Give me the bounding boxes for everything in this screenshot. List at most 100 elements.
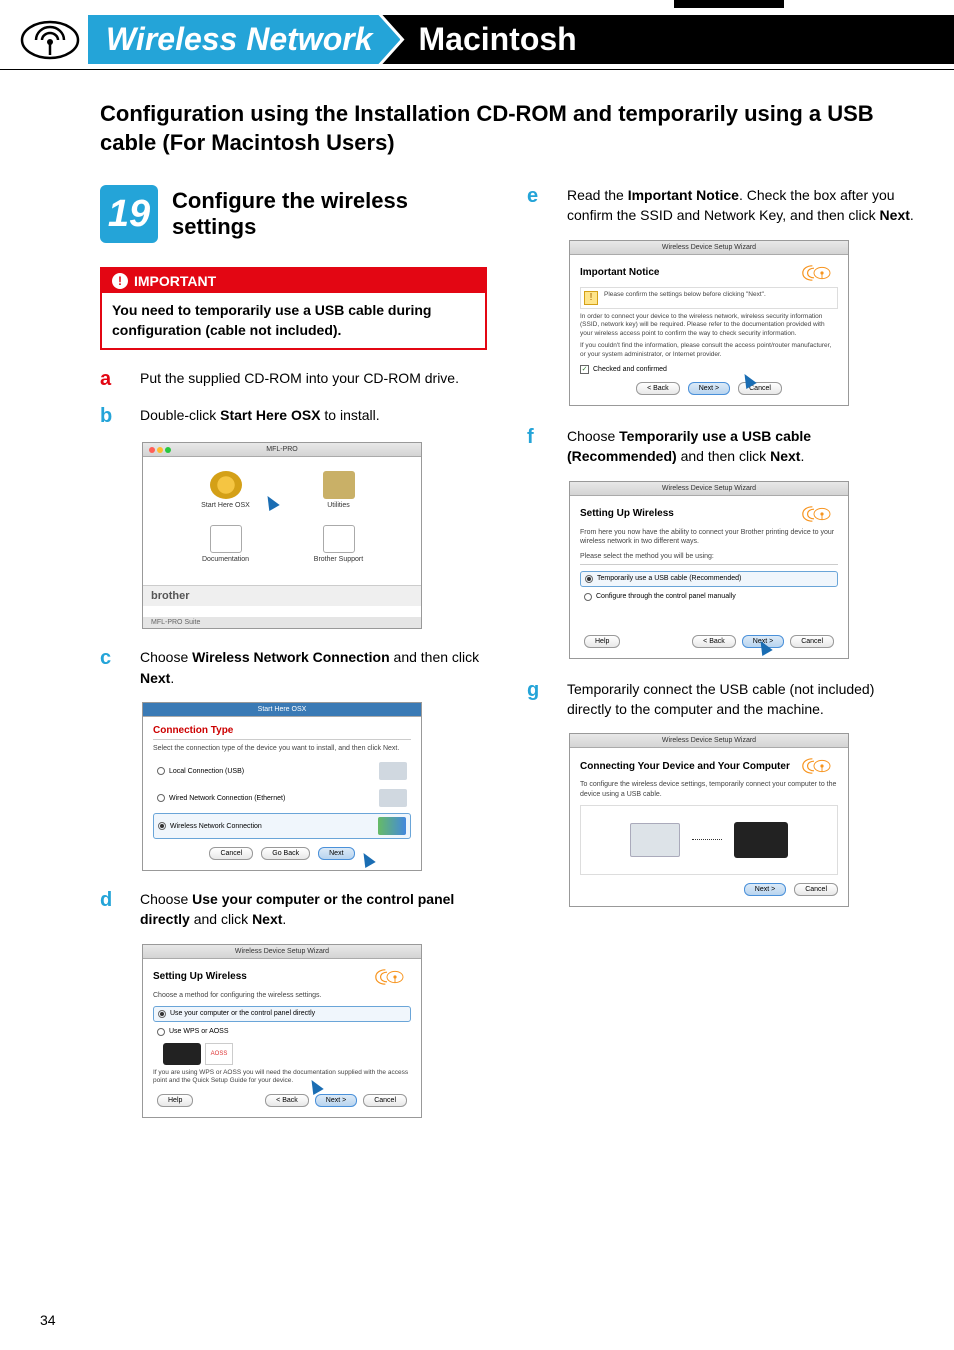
back-button[interactable]: Go Back (261, 847, 310, 860)
dialog-titlebar: Wireless Device Setup Wizard (570, 241, 848, 255)
confirm-checkbox[interactable]: ✓ (580, 365, 589, 374)
finder-item: Utilities (286, 471, 391, 517)
wifi-logo-icon (798, 263, 838, 283)
usb-wire-icon (692, 839, 722, 840)
radio-option: Configure through the control panel manu… (580, 590, 838, 604)
wifi-logo-icon (371, 967, 411, 987)
cancel-button[interactable]: Cancel (363, 1094, 407, 1107)
section-title: Configuration using the Installation CD-… (100, 100, 914, 157)
wifi-icon (20, 19, 80, 61)
dialog-subtitle: Choose a method for configuring the wire… (153, 991, 411, 1000)
back-button[interactable]: < Back (692, 635, 736, 648)
substep-b: b Double-click Start Here OSX to install… (100, 405, 487, 428)
dialog-titlebar: Start Here OSX (143, 703, 421, 717)
dialog-heading: Setting Up Wireless (153, 967, 411, 987)
next-button[interactable]: Next > (688, 382, 730, 395)
step-header: 19 Configure the wireless settings (100, 185, 487, 243)
substep-d: d Choose Use your computer or the contro… (100, 889, 487, 930)
dialog-heading: Important Notice (580, 263, 838, 283)
right-column: e Read the Important Notice. Check the b… (527, 185, 914, 1135)
step-title: Configure the wireless settings (172, 188, 487, 241)
substep-text: Choose Use your computer or the control … (140, 889, 487, 930)
important-box: ! IMPORTANT You need to temporarily use … (100, 267, 487, 350)
wps-setup-icon (163, 1043, 201, 1065)
help-button[interactable]: Help (157, 1094, 193, 1107)
dialog-titlebar: Wireless Device Setup Wizard (570, 482, 848, 496)
substep-letter: f (527, 426, 545, 449)
printer-icon (734, 822, 788, 858)
dialog-subtitle: From here you now have the ability to co… (580, 528, 838, 546)
laptop-icon (630, 823, 680, 857)
substep-letter: c (100, 647, 118, 670)
radio-option-selected: Temporarily use a USB cable (Recommended… (580, 571, 838, 587)
important-body: You need to temporarily use a USB cable … (102, 293, 485, 348)
page-header: Wireless Network Macintosh (0, 0, 954, 70)
substep-text: Put the supplied CD-ROM into your CD-ROM… (140, 368, 487, 388)
dialog-heading: Connection Type (153, 725, 411, 740)
back-button[interactable]: < Back (636, 382, 680, 395)
brother-label: brother (143, 585, 421, 606)
cancel-button[interactable]: Cancel (794, 883, 838, 896)
substep-text: Choose Temporarily use a USB cable (Reco… (567, 426, 914, 467)
important-label: IMPORTANT (134, 273, 216, 289)
help-button[interactable]: Help (584, 635, 620, 648)
radio-option-selected: Wireless Network Connection (153, 813, 411, 839)
step-number: 19 (100, 185, 158, 243)
finder-sublabel: MFL-PRO Suite (143, 617, 421, 628)
header-title-macintosh: Macintosh (382, 15, 954, 64)
dialog-subtitle2: Please select the method you will be usi… (580, 552, 838, 565)
wifi-logo-icon (798, 756, 838, 776)
page-number: 34 (40, 1312, 56, 1328)
dialog-titlebar: Wireless Device Setup Wizard (143, 945, 421, 959)
header-title-wireless: Wireless Network (88, 15, 400, 64)
screenshot-setting-up-wireless: Wireless Device Setup Wizard Setting Up … (142, 944, 422, 1118)
screenshot-finder: MFL-PRO Start Here OSX Utilities Documen… (142, 442, 422, 629)
next-button[interactable]: Next > (315, 1094, 357, 1107)
screenshot-important-notice: Wireless Device Setup Wizard Important N… (569, 240, 849, 406)
substep-text: Read the Important Notice. Check the box… (567, 185, 914, 226)
two-columns: 19 Configure the wireless settings ! IMP… (100, 185, 914, 1135)
left-column: 19 Configure the wireless settings ! IMP… (100, 185, 487, 1135)
finder-titlebar: MFL-PRO (143, 443, 421, 457)
finder-item: Brother Support (286, 525, 391, 571)
substep-letter: d (100, 889, 118, 912)
radio-option: Use WPS or AOSS (153, 1025, 411, 1039)
substep-letter: a (100, 368, 118, 391)
next-button[interactable]: Next (318, 847, 354, 860)
cancel-button[interactable]: Cancel (209, 847, 253, 860)
aoss-icon: AOSS (205, 1043, 233, 1065)
substep-letter: e (527, 185, 545, 208)
substep-e: e Read the Important Notice. Check the b… (527, 185, 914, 226)
wifi-logo-icon (798, 504, 838, 524)
screenshot-connection-type: Start Here OSX Connection Type Select th… (142, 702, 422, 871)
important-icon: ! (112, 273, 128, 289)
substep-text: Choose Wireless Network Connection and t… (140, 647, 487, 688)
finder-item: Documentation (173, 525, 278, 571)
substep-f: f Choose Temporarily use a USB cable (Re… (527, 426, 914, 467)
substep-letter: b (100, 405, 118, 428)
connection-illustration (580, 805, 838, 875)
warning-icon: ! (584, 291, 598, 305)
back-button[interactable]: < Back (265, 1094, 309, 1107)
dialog-subtitle: Select the connection type of the device… (153, 744, 411, 753)
screenshot-connecting-device: Wireless Device Setup Wizard Connecting … (569, 733, 849, 906)
finder-item: Start Here OSX (173, 471, 278, 517)
notice-text: If you couldn't find the information, pl… (580, 342, 838, 359)
cancel-button[interactable]: Cancel (790, 635, 834, 648)
page-content: Configuration using the Installation CD-… (0, 70, 954, 1136)
important-header: ! IMPORTANT (102, 269, 485, 293)
dialog-heading: Setting Up Wireless (580, 504, 838, 524)
substep-text: Temporarily connect the USB cable (not i… (567, 679, 914, 720)
notice-text: In order to connect your device to the w… (580, 313, 838, 338)
dialog-heading: Connecting Your Device and Your Computer (580, 756, 838, 776)
finder-body: Start Here OSX Utilities Documentation B… (143, 457, 421, 617)
dialog-titlebar: Wireless Device Setup Wizard (570, 734, 848, 748)
radio-option: Local Connection (USB) (153, 759, 411, 783)
checkbox-label: Checked and confirmed (593, 366, 667, 373)
top-black-strip (674, 0, 784, 8)
radio-option-selected: Use your computer or the control panel d… (153, 1006, 411, 1022)
substep-c: c Choose Wireless Network Connection and… (100, 647, 487, 688)
next-button[interactable]: Next > (744, 883, 786, 896)
dialog-note: If you are using WPS or AOSS you will ne… (153, 1069, 411, 1086)
substep-letter: g (527, 679, 545, 702)
